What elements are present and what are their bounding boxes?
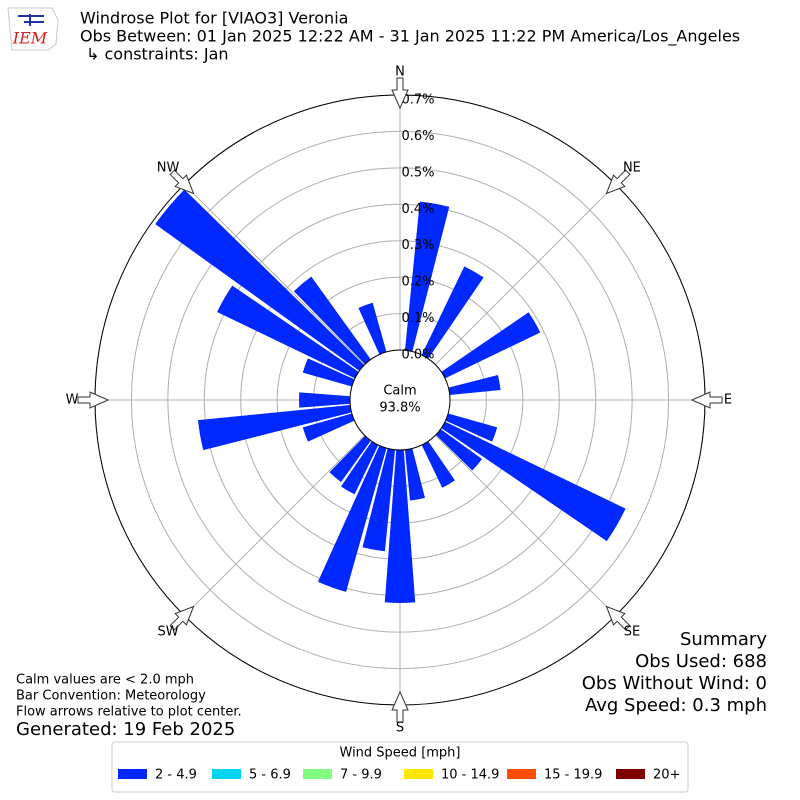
legend-swatch	[404, 769, 433, 779]
legend-box	[111, 741, 689, 793]
r-tick-label: 0.7%	[401, 93, 434, 108]
bar	[384, 449, 416, 603]
legend: 2 - 4.9 5 - 6.9 7 - 9.9 10 - 14.9 15 - 19.9 2…	[118, 768, 680, 783]
flow-arrow	[169, 605, 195, 631]
flow-arrow	[605, 605, 631, 631]
bar	[341, 441, 379, 495]
bar	[441, 312, 541, 379]
note: Calm values are < 2.0 mph	[16, 673, 194, 688]
compass-label: N	[395, 65, 405, 80]
bar	[362, 448, 396, 552]
flow-arrow	[169, 169, 195, 195]
note: Bar Convention: Meteorology	[16, 689, 206, 704]
bar	[317, 445, 387, 592]
compass-label: S	[396, 721, 404, 736]
compass-label: SE	[624, 624, 640, 639]
logo-text: IEM	[12, 29, 48, 48]
bar	[358, 302, 387, 355]
spoke	[435, 183, 617, 365]
bar	[448, 375, 501, 396]
flow-arrow	[391, 690, 409, 723]
r-tick-label: 0.5%	[401, 165, 434, 180]
summary-title: Summary	[680, 629, 767, 650]
bar	[421, 441, 455, 488]
note: Flow arrows relative to plot center.	[16, 705, 242, 720]
rose: Calm 93.8% 0.0% 0.1% 0.2% 0.3% 0.4% 0.5% 0.6% 0.7…	[66, 65, 733, 736]
legend-label: 7 - 9.9	[340, 768, 382, 783]
legend-swatch	[616, 769, 645, 779]
r-tick-label: 0.2%	[401, 275, 434, 290]
bar	[302, 358, 355, 387]
bar	[302, 413, 355, 442]
compass-label: SW	[158, 624, 179, 639]
logo-shape	[7, 7, 59, 51]
legend-label: 20+	[653, 768, 680, 783]
logo-lines	[18, 14, 44, 26]
flow-arrow	[77, 391, 110, 409]
summary-line: Obs Used: 688	[635, 651, 767, 672]
spoke	[183, 183, 365, 365]
spoke	[435, 435, 617, 617]
summary-line: Obs Without Wind: 0	[582, 673, 767, 694]
bar	[155, 189, 365, 371]
bar	[404, 201, 450, 352]
legend-label: 15 - 19.9	[544, 768, 602, 783]
bar	[445, 413, 498, 442]
subtitle: Obs Between: 01 Jan 2025 12:22 AM - 31 J…	[80, 27, 740, 47]
r-tick-label: 0.6%	[401, 129, 434, 144]
compass-label: NE	[623, 161, 641, 176]
legend-swatch	[118, 769, 147, 779]
legend-label: 10 - 14.9	[441, 768, 499, 783]
constraints: ↳ constraints: Jan	[86, 45, 229, 64]
flow-arrow	[605, 169, 631, 195]
bar	[404, 448, 425, 501]
bar	[217, 285, 359, 379]
bar	[441, 421, 626, 542]
legend-label: 5 - 6.9	[249, 768, 291, 783]
compass-label: NW	[157, 161, 180, 176]
generated: Generated: 19 Feb 2025	[16, 719, 235, 740]
calm-value: 93.8%	[379, 401, 420, 416]
bar	[298, 392, 351, 408]
summary-line: Avg Speed: 0.3 mph	[585, 695, 767, 716]
flow-arrow	[690, 391, 723, 409]
flow-arrow	[391, 77, 409, 110]
compass-label: W	[66, 393, 79, 408]
calm-label: Calm	[383, 384, 416, 399]
title: Windrose Plot for [VIAO3] Veronia	[80, 9, 348, 28]
bar	[421, 266, 484, 359]
legend-swatch	[212, 769, 241, 779]
logo: IEM	[7, 7, 59, 51]
spoke	[183, 435, 365, 617]
r-tick-label: 0.3%	[401, 238, 434, 253]
legend-label: 2 - 4.9	[155, 768, 197, 783]
bar	[435, 429, 483, 471]
bar	[329, 435, 371, 483]
r-tick-label: 0.0%	[401, 348, 434, 363]
r-tick-label: 0.1%	[401, 311, 434, 326]
bar	[293, 276, 371, 365]
bar	[198, 404, 352, 451]
compass-label: E	[724, 393, 732, 408]
legend-swatch	[303, 769, 332, 779]
calm-circle	[349, 349, 451, 451]
r-tick-label: 0.4%	[401, 202, 434, 217]
legend-swatch	[507, 769, 536, 779]
legend-title: Wind Speed [mph]	[340, 746, 461, 761]
